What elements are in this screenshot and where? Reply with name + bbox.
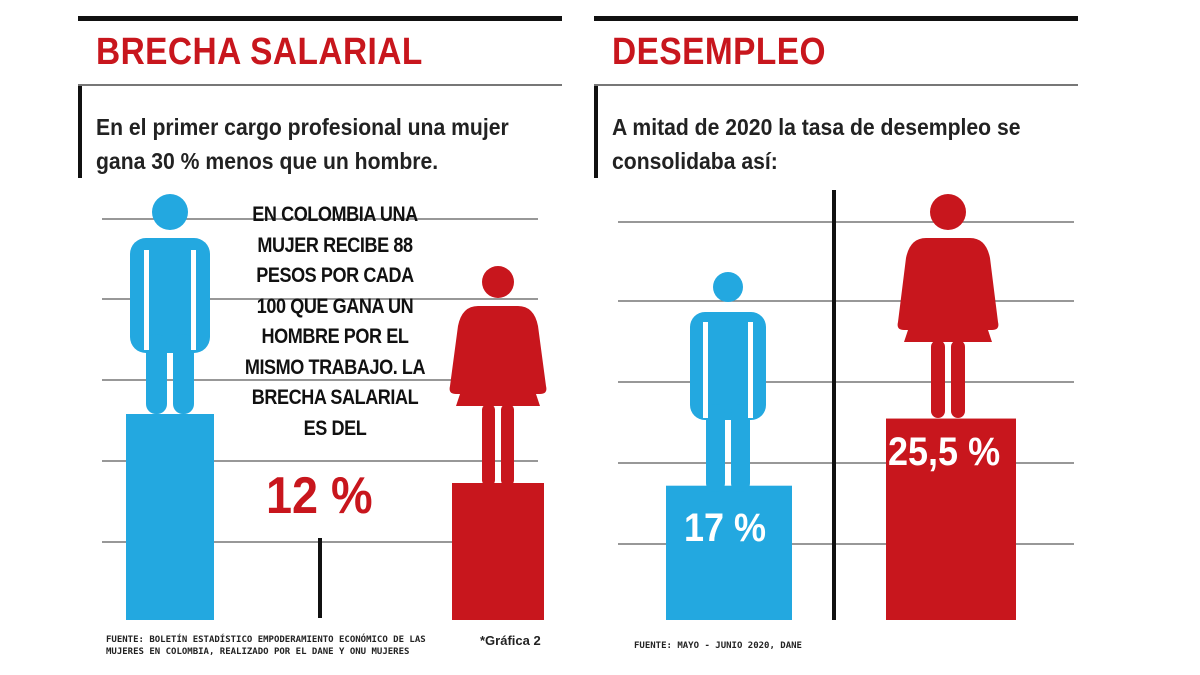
chart-note: *Gráfica 2: [480, 633, 541, 648]
value-label-hombre: 17 %: [684, 506, 767, 550]
title-rule: [78, 84, 562, 86]
source-line: FUENTE: MAYO - JUNIO 2020, DANE: [634, 641, 802, 651]
gap-percentage: 12 %: [266, 467, 373, 525]
bar-hombre: [126, 414, 214, 620]
panel-subtitle: En el primer cargo profesional una mujer…: [96, 114, 509, 174]
bar-mujer: [886, 418, 1016, 620]
man-icon: [690, 272, 766, 492]
source-line-2: MUJERES EN COLOMBIA, REALIZADO POR EL DA…: [106, 647, 410, 657]
brecha-salarial-panel: BRECHA SALARIAL En el primer cargo profe…: [78, 0, 562, 675]
desempleo-chart: [618, 190, 1074, 620]
man-icon: [130, 194, 210, 414]
value-label-mujer: 25,5 %: [888, 430, 1001, 474]
callout-text: EN COLOMBIA UNA MUJER RECIBE 88 PESOS PO…: [244, 203, 426, 440]
panel-title: BRECHA SALARIAL: [96, 31, 423, 73]
top-rule: [78, 16, 562, 21]
woman-icon: [449, 266, 547, 486]
top-rule: [594, 16, 1078, 21]
woman-icon: [897, 194, 999, 418]
subtitle-bar: [78, 86, 82, 178]
bar-hombre: [666, 485, 792, 620]
subtitle-bar: [594, 86, 598, 178]
brecha-chart: [102, 194, 547, 620]
desempleo-panel: DESEMPLEO A mitad de 2020 la tasa de des…: [594, 0, 1078, 675]
bar-mujer: [452, 483, 544, 620]
panel-title: DESEMPLEO: [612, 31, 826, 73]
panel-subtitle: A mitad de 2020 la tasa de desempleo se …: [612, 114, 1021, 174]
source-line-1: FUENTE: BOLETÍN ESTADÍSTICO EMPODERAMIEN…: [106, 635, 426, 645]
title-rule: [594, 84, 1078, 86]
